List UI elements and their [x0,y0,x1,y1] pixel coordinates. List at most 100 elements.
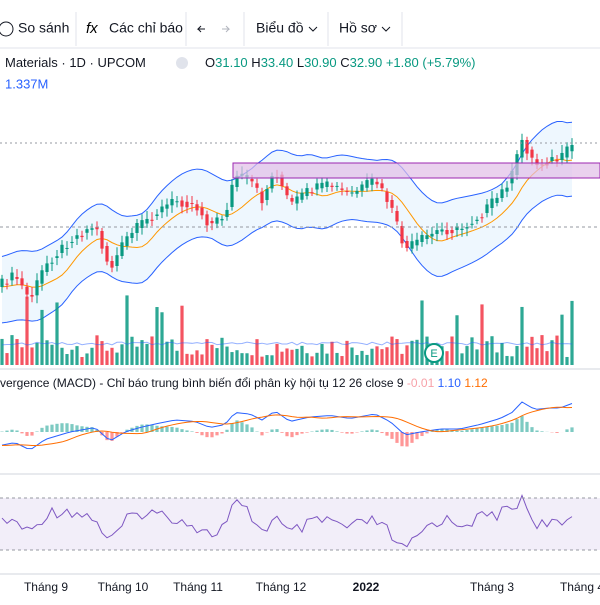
candle-body [365,180,368,188]
candle-body [115,255,118,266]
macd-histogram [325,429,328,432]
macd-histogram [365,430,368,432]
candle-body [225,210,228,217]
volume-bar [365,355,368,365]
candle-body [405,241,408,248]
candle-body [145,219,148,224]
macd-histogram [120,432,123,433]
macd-histogram [540,431,543,432]
macd-histogram [195,432,198,433]
volume-bar [390,337,393,365]
macd-histogram [530,427,533,432]
candle-body [190,203,193,204]
volume-bar [470,337,473,365]
candle-body [215,217,218,223]
volume-bar [130,337,133,365]
volume-bar [255,339,258,365]
candle-body [380,183,383,188]
candle-body [310,192,313,193]
macd-histogram [535,430,538,432]
macd-histogram [260,432,263,435]
volume-bar [30,347,33,365]
macd-histogram [350,432,353,434]
macd-line [2,402,572,449]
candle-body [20,278,23,285]
volume-bar [220,338,223,365]
rsi-band [0,498,600,550]
candle-body [55,256,58,258]
volume-bar [325,354,328,365]
volume-bar [165,342,168,365]
candle-body [330,186,333,187]
candle-body [360,185,363,191]
macd-histogram [460,431,463,432]
volume-bar [465,346,468,365]
macd-histogram [285,432,288,436]
volume-bar [115,353,118,365]
compare-button[interactable]: So sánh [18,20,69,36]
legend-toggle[interactable] [176,57,188,69]
macd-histogram [475,429,478,432]
candle-body [135,223,138,233]
volume-bar [240,353,243,365]
indicators-button[interactable]: Các chỉ báo [109,20,183,36]
indicators-icon[interactable]: fx [86,20,98,37]
volume-bar [370,349,373,365]
volume-bar [55,302,58,365]
volume-bar [545,351,548,365]
candle-body [385,192,388,202]
macd-histogram [180,429,183,432]
volume-bar [280,352,283,365]
macd-histogram [295,432,298,435]
volume-bar [20,347,23,365]
candle-body [420,235,423,242]
candle-body [325,182,328,187]
macd-histogram [330,430,333,432]
macd-histogram [15,430,18,432]
macd-histogram [165,427,168,432]
macd-title: vergence (MACD) - Chỉ báo trung bình biế… [0,376,488,390]
volume-bar [510,356,513,365]
volume-bar [360,351,363,365]
volume-bar [335,353,338,365]
volume-bar [145,344,148,365]
volume-bar [250,355,253,365]
candle-body [125,236,128,246]
candle-body [60,245,63,253]
candle-body [435,230,438,234]
candle-body [305,188,308,196]
candle-body [5,284,8,285]
profile-button[interactable]: Hồ sơ [339,20,377,36]
macd-histogram [400,432,403,446]
candle-body [400,226,403,243]
macd-histogram [185,430,188,432]
event-marker-label: E [430,348,437,360]
volume-bar [480,304,483,365]
macd-histogram [455,431,458,432]
candle-body [25,287,28,295]
candle-body [475,220,478,221]
volume-bar [230,352,233,365]
volume-bar [490,336,493,365]
volume-bar [175,351,178,365]
x-axis-label: 2022 [353,580,380,594]
x-axis-label: Tháng 11 [173,580,223,594]
macd-histogram [80,426,83,432]
macd-histogram [25,432,28,436]
volume-bar [15,339,18,365]
chart-type-button[interactable]: Biểu đồ [256,20,304,36]
macd-histogram [270,429,273,432]
volume-bar [500,343,503,365]
candle-body [165,205,168,209]
candle-body [155,214,158,216]
volume-bar [320,344,323,365]
volume-bar [50,345,53,365]
volume-bar [125,295,128,365]
volume-bar [190,354,193,365]
volume-bar [400,354,403,365]
candle-body [255,183,258,187]
macd-histogram [525,422,528,432]
candle-body [85,229,88,233]
zone-box [233,163,600,178]
